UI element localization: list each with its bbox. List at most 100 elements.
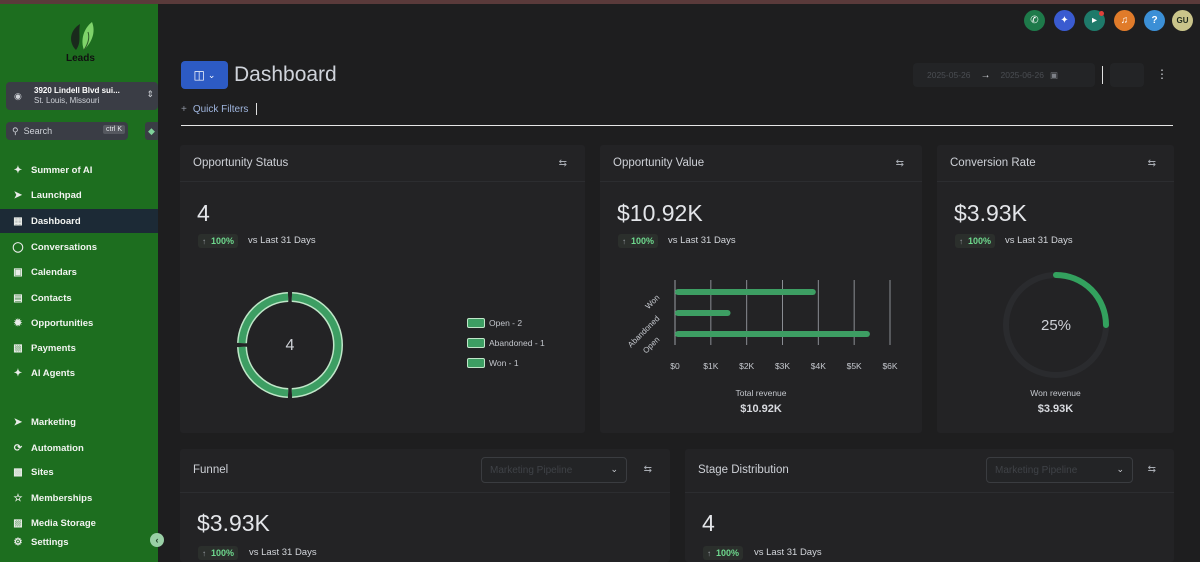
bar-open <box>675 331 870 337</box>
notification-dot <box>1099 11 1104 16</box>
sidebar-item-settings[interactable]: ⚙ Settings <box>0 530 158 554</box>
filter-icon[interactable]: ⇆ <box>558 158 567 169</box>
date-end: 2025-06-26 <box>1000 70 1044 80</box>
sidebar-item-label: Conversations <box>31 241 97 253</box>
legend-label: Abandoned - 1 <box>489 338 545 348</box>
opportunity-status-card: Opportunity Status ⇆ 4 ↑ 100% vs Last 31 … <box>180 145 585 433</box>
rocket-icon: ➤ <box>13 189 23 201</box>
card-title: Opportunity Value <box>613 157 705 169</box>
filter-icon[interactable]: ⇆ <box>895 158 904 169</box>
legend-item-open[interactable]: Open - 2 <box>467 318 522 328</box>
legend-item-won[interactable]: Won - 1 <box>467 358 519 368</box>
sidebar-item-label: Payments <box>31 342 76 354</box>
payments-icon: ▧ <box>13 342 23 354</box>
sidebar-item-marketing[interactable]: ➤ Marketing <box>0 410 158 434</box>
company-logo[interactable]: Leads <box>62 20 106 66</box>
phone-icon[interactable]: ✆ <box>1024 10 1045 31</box>
opportunity-value-card: Opportunity Value ⇆ $10.92K ↑ 100% vs Las… <box>600 145 922 433</box>
chevron-down-icon: ⌄ <box>610 464 618 474</box>
automation-icon: ⟳ <box>13 442 23 454</box>
sidebar-item-calendars[interactable]: ▣ Calendars <box>0 260 158 284</box>
sidebar-item-launchpad[interactable]: ➤ Launchpad <box>0 183 158 207</box>
quick-filters-button[interactable]: + Quick Filters <box>181 103 258 115</box>
quick-action-icon[interactable]: ◆ <box>145 122 158 140</box>
donut-slice-abandoned <box>238 346 289 397</box>
conversion-rate-card: Conversion Rate ⇆ $3.93K ↑ 100% vs Last 3… <box>937 145 1174 433</box>
collapse-sidebar-button[interactable]: ‹ <box>150 533 164 547</box>
gauge-percent: 25% <box>1041 317 1071 334</box>
sidebar-item-label: Summer of AI <box>31 164 93 176</box>
card-title: Opportunity Status <box>193 157 289 169</box>
pipeline-select[interactable]: Marketing Pipeline ⌄ <box>481 457 627 483</box>
avatar[interactable]: GU <box>1172 10 1193 31</box>
total-revenue-label: Total revenue <box>735 388 787 398</box>
refresh-button[interactable] <box>1110 63 1144 87</box>
bell-icon[interactable]: ♫ <box>1114 10 1135 31</box>
pipeline-select-value: Marketing Pipeline <box>490 464 573 476</box>
donut-center-value: 4 <box>286 337 295 354</box>
sidebar-item-label: Launchpad <box>31 189 82 201</box>
header-divider <box>181 125 1173 126</box>
send-icon: ➤ <box>13 416 23 428</box>
card-header <box>180 449 670 493</box>
sidebar-item-memberships[interactable]: ☆ Memberships <box>0 486 158 510</box>
sidebar-item-contacts[interactable]: ▤ Contacts <box>0 286 158 310</box>
sidebar-item-label: Dashboard <box>31 215 81 227</box>
sidebar-item-automation[interactable]: ⟳ Automation <box>0 436 158 460</box>
location-switcher[interactable]: ◉ 3920 Lindell Blvd sui... St. Louis, Mi… <box>6 82 158 110</box>
legend-item-abandoned[interactable]: Abandoned - 1 <box>467 338 545 348</box>
sidebar-item-conversations[interactable]: ◯ Conversations <box>0 235 158 259</box>
help-icon[interactable]: ? <box>1144 10 1165 31</box>
x-tick-label: $5K <box>847 361 862 371</box>
change-badge: ↑ 100% <box>703 546 744 560</box>
sidebar-item-payments[interactable]: ▧ Payments <box>0 336 158 360</box>
legend-swatch <box>467 338 485 348</box>
sidebar-item-label: Media Storage <box>31 517 96 529</box>
sparkle-icon: ✦ <box>13 164 23 176</box>
x-tick-label: $6K <box>882 361 897 371</box>
card-header <box>937 145 1174 182</box>
more-options-icon[interactable]: ⋮ <box>1156 67 1168 81</box>
date-range-picker[interactable]: 2025-05-26 → 2025-06-26 ▣ <box>913 63 1095 87</box>
opportunities-icon: ✹ <box>13 317 23 329</box>
sites-icon: ▩ <box>13 466 23 478</box>
filter-icon[interactable]: ⇆ <box>643 464 652 475</box>
change-value: 100% <box>716 548 740 558</box>
bar-abandoned <box>675 310 731 316</box>
change-value: 100% <box>211 548 235 558</box>
search-shortcut: ctrl K <box>103 125 125 134</box>
divider <box>1102 66 1103 84</box>
card-header <box>180 145 585 182</box>
window-top-border <box>0 0 1200 4</box>
comparison-label: vs Last 31 Days <box>1005 235 1073 246</box>
sidebar-item-label: Settings <box>31 536 69 548</box>
kpi-value: $3.93K <box>954 200 1027 226</box>
sidebar-item-ai-agents[interactable]: ✦ AI Agents <box>0 361 158 385</box>
sidebar-item-summer-of-ai[interactable]: ✦ Summer of AI <box>0 158 158 182</box>
change-value: 100% <box>211 236 235 246</box>
dashboard-switcher-button[interactable]: ◫ ⌄ <box>181 61 228 89</box>
donut-slice-won <box>238 293 289 344</box>
filter-icon[interactable]: ⇆ <box>1147 464 1156 475</box>
page-title: Dashboard <box>234 63 337 86</box>
date-start: 2025-05-26 <box>927 70 971 80</box>
sidebar-item-opportunities[interactable]: ✹ Opportunities <box>0 311 158 335</box>
sidebar-item-media-storage[interactable]: ▨ Media Storage <box>0 511 158 535</box>
sidebar-item-dashboard[interactable]: ▦ Dashboard <box>0 209 158 233</box>
magic-icon[interactable]: ✦ <box>1054 10 1075 31</box>
comparison-label: vs Last 31 Days <box>249 547 317 558</box>
quick-filters-label: Quick Filters <box>192 103 249 115</box>
sidebar-item-sites[interactable]: ▩ Sites <box>0 460 158 484</box>
megaphone-icon[interactable]: ▸ <box>1084 10 1105 31</box>
pipeline-select[interactable]: Marketing Pipeline ⌄ <box>986 457 1133 483</box>
search-input[interactable]: ⚲ Search ctrl K <box>6 122 128 140</box>
sidebar-item-label: Calendars <box>31 266 77 278</box>
filter-icon[interactable]: ⇆ <box>1147 158 1156 169</box>
sidebar-item-label: Memberships <box>31 492 93 504</box>
x-tick-label: $0 <box>670 361 680 371</box>
y-tick-label: Won <box>644 293 662 311</box>
kpi-value: $10.92K <box>617 200 703 226</box>
sidebar-item-label: Opportunities <box>31 317 94 329</box>
stage-distribution-card: Stage Distribution Marketing Pipeline ⌄ ⇆… <box>685 449 1174 562</box>
